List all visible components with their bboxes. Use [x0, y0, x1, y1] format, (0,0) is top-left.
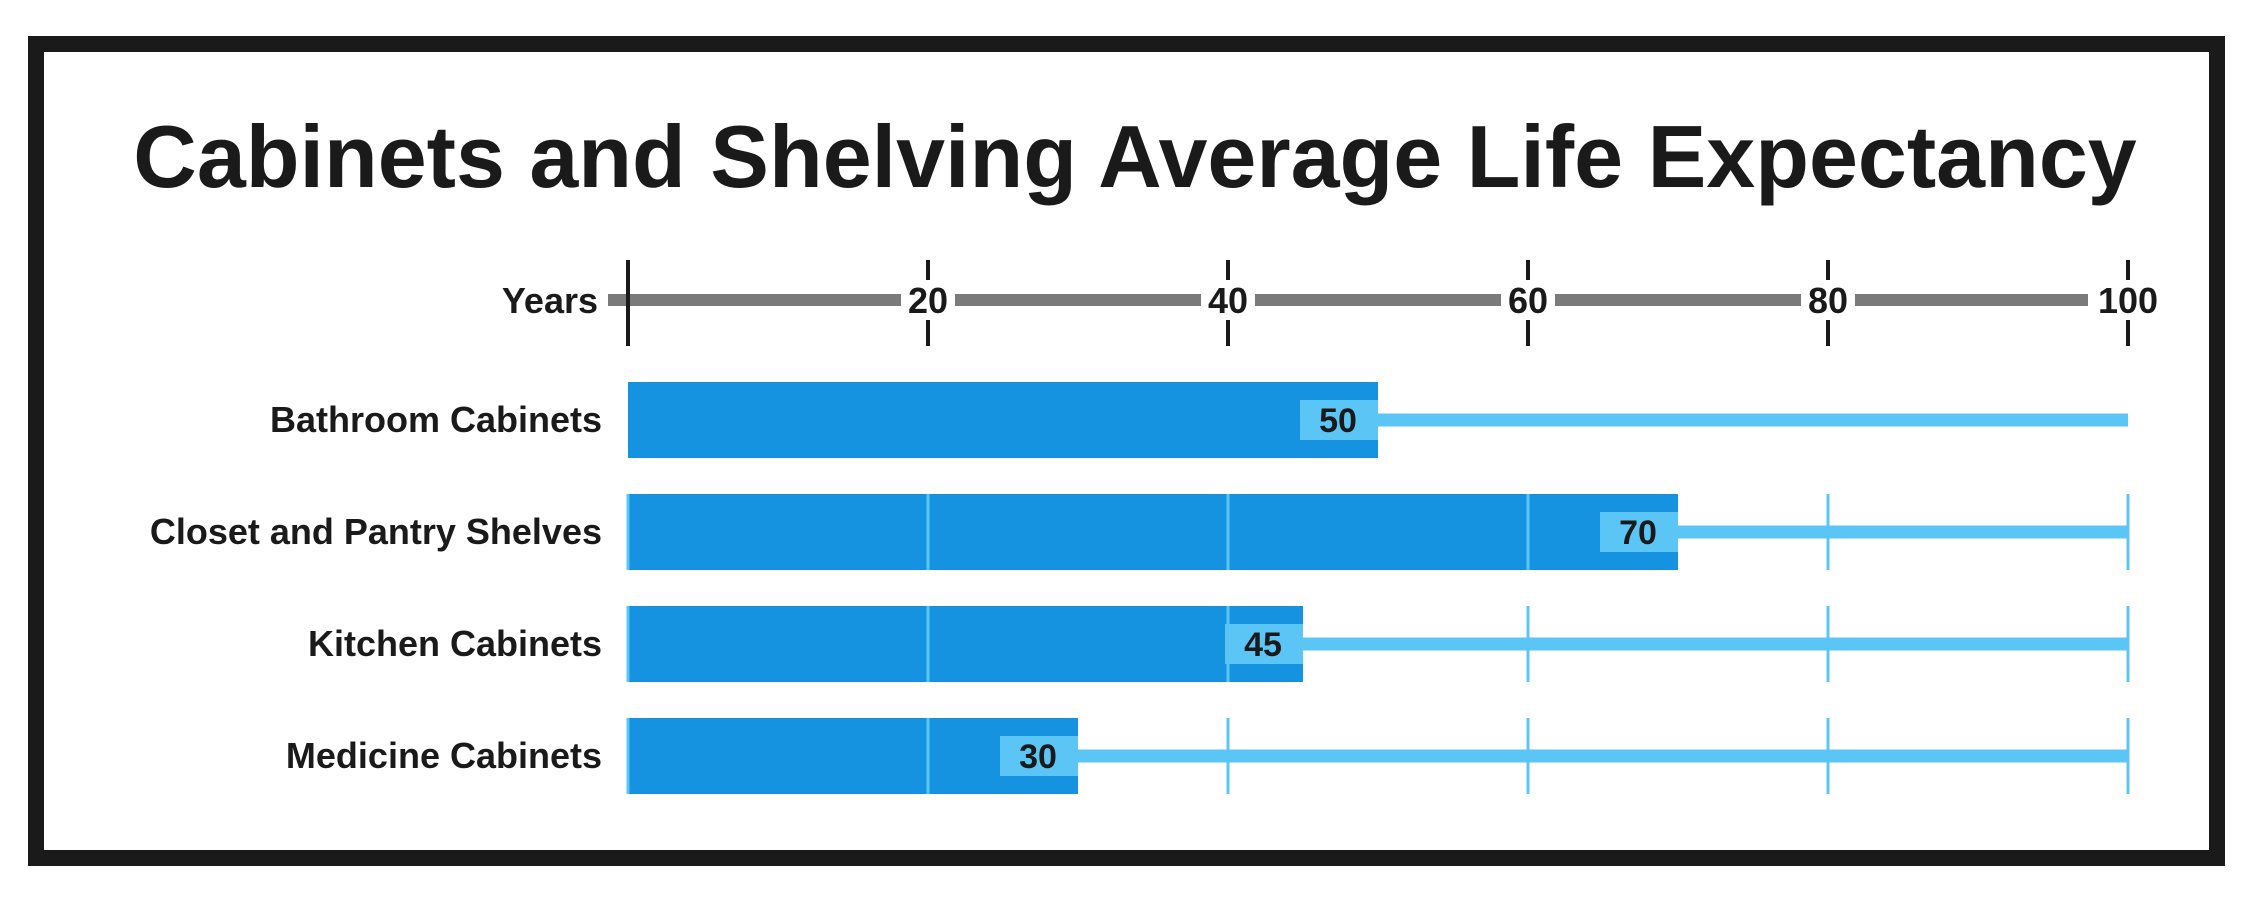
x-axis-title: Years — [502, 280, 598, 321]
x-tick-label: 20 — [908, 280, 948, 321]
bar — [628, 606, 1303, 682]
x-tick-label-bg — [1801, 280, 1855, 320]
value-label: 50 — [1319, 402, 1357, 440]
value-label-box — [1600, 512, 1678, 552]
x-tick-label: 100 — [2098, 280, 2158, 321]
x-tick-label-bg — [1201, 280, 1255, 320]
value-label-box — [1300, 400, 1378, 440]
bar — [628, 494, 1678, 570]
x-tick-label-bg — [2090, 280, 2166, 320]
chart-title: Cabinets and Shelving Average Life Expec… — [133, 107, 2137, 206]
value-label: 30 — [1019, 738, 1057, 776]
bar-track — [1303, 637, 2128, 651]
category-label: Bathroom Cabinets — [270, 399, 602, 440]
value-label: 45 — [1244, 626, 1282, 664]
value-label: 70 — [1619, 514, 1657, 552]
x-tick-label: 80 — [1808, 280, 1848, 321]
bar-track — [1078, 749, 2128, 763]
category-label: Medicine Cabinets — [286, 735, 602, 776]
bar-track — [1678, 525, 2128, 539]
bar-row: 50 Bathroom Cabinets — [270, 382, 2128, 458]
x-tick-label-bg — [901, 280, 955, 320]
category-label: Kitchen Cabinets — [308, 623, 602, 664]
bar-row: 70 Closet and Pantry Shelves — [150, 494, 2130, 570]
bar-track — [1378, 413, 2128, 427]
x-tick-label: 40 — [1208, 280, 1248, 321]
x-tick-label: 60 — [1508, 280, 1548, 321]
bar-row: 45 Kitchen Cabinets — [308, 606, 2130, 682]
x-axis: Years 20 40 60 80 100 — [502, 260, 2166, 346]
bar — [628, 382, 1378, 458]
value-label-box — [1000, 736, 1078, 776]
category-label: Closet and Pantry Shelves — [150, 511, 602, 552]
value-label-box — [1225, 624, 1303, 664]
bars: 50 Bathroom Cabinets 70 Closet and Pantry S… — [150, 382, 2130, 794]
bar-row: 30 Medicine Cabinets — [286, 718, 2130, 794]
x-tick-label-bg — [1501, 280, 1555, 320]
